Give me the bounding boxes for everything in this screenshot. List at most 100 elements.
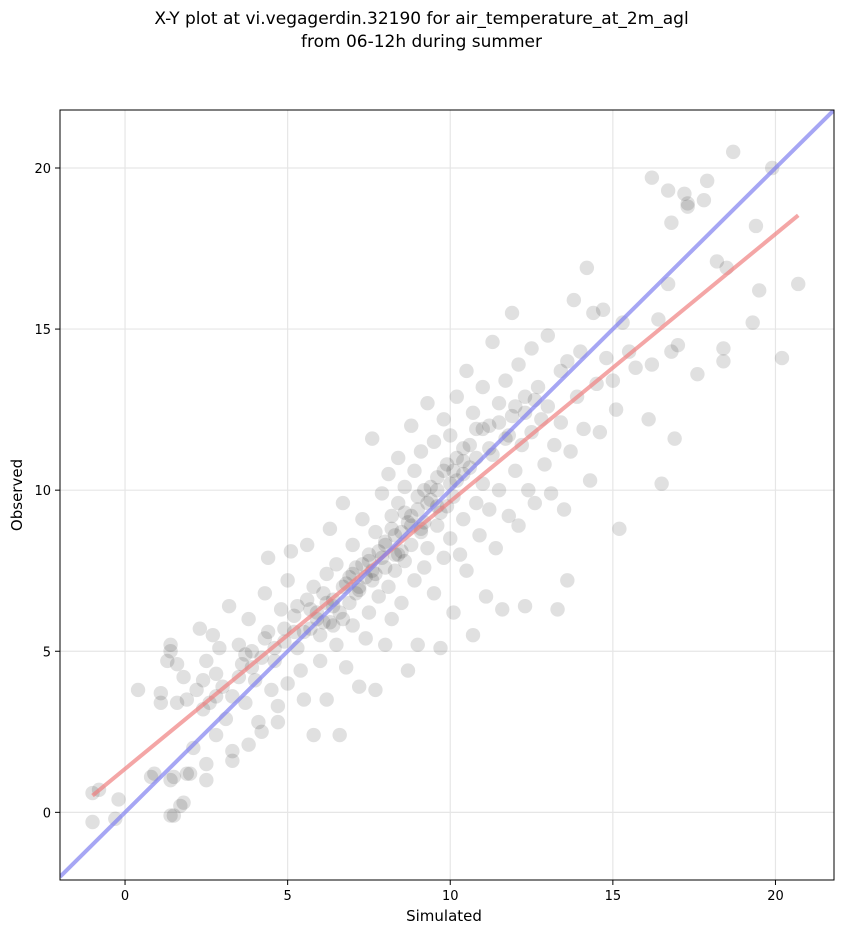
data-point <box>378 560 393 575</box>
data-point <box>404 418 419 433</box>
data-point <box>322 615 338 630</box>
data-point <box>404 537 419 553</box>
data-point <box>208 666 224 682</box>
data-point <box>716 341 731 356</box>
data-point <box>231 637 247 653</box>
data-point <box>407 573 422 588</box>
data-point <box>394 595 409 611</box>
chart-subtitle: from 06-12h during summer <box>301 32 542 52</box>
data-point <box>404 508 419 524</box>
data-point <box>355 511 370 527</box>
data-point <box>247 673 263 688</box>
data-point <box>299 592 315 607</box>
data-point <box>384 521 399 537</box>
data-point <box>696 193 712 208</box>
data-point <box>670 337 686 353</box>
data-point <box>498 431 513 446</box>
data-point <box>426 586 442 601</box>
data-point <box>456 466 471 482</box>
data-point <box>521 482 536 498</box>
data-point <box>241 737 256 752</box>
data-point <box>169 656 185 672</box>
y-tick-label: 10 <box>34 484 51 499</box>
data-point <box>199 653 214 669</box>
x-axis-label: Simulated <box>406 907 482 925</box>
data-point <box>599 350 614 366</box>
data-point <box>540 399 556 414</box>
data-point <box>410 489 425 504</box>
data-point <box>482 502 497 517</box>
data-point <box>192 621 208 636</box>
data-point <box>566 292 582 308</box>
data-point <box>680 199 695 214</box>
data-point <box>391 547 406 562</box>
data-point <box>251 714 266 730</box>
data-point <box>186 740 201 756</box>
data-point <box>166 769 182 785</box>
data-point <box>644 357 660 372</box>
data-point <box>475 421 490 437</box>
data-point <box>426 434 442 450</box>
data-point <box>430 518 445 533</box>
data-point <box>436 463 451 479</box>
data-point <box>791 276 806 292</box>
data-point <box>439 457 455 472</box>
data-point <box>491 395 507 411</box>
data-point <box>725 144 741 160</box>
data-point <box>690 366 705 382</box>
data-point <box>368 682 383 698</box>
data-point <box>286 608 302 624</box>
data-point <box>449 473 464 488</box>
data-point <box>540 328 556 343</box>
data-point <box>608 402 624 417</box>
data-point <box>511 357 526 372</box>
data-point <box>160 653 175 669</box>
data-point <box>547 437 562 453</box>
data-point <box>322 521 338 537</box>
chart-title: X-Y plot at vi.vegagerdin.32190 for air_… <box>154 9 689 29</box>
data-point <box>254 724 269 739</box>
data-point <box>498 373 513 388</box>
data-point <box>199 756 214 772</box>
data-point <box>319 692 334 707</box>
data-point <box>433 640 448 656</box>
data-point <box>374 486 390 501</box>
data-point <box>482 441 497 456</box>
data-point <box>579 260 595 276</box>
data-point <box>527 495 543 511</box>
data-point <box>335 611 351 627</box>
data-point <box>699 173 715 189</box>
data-point <box>397 553 412 569</box>
data-point <box>654 476 669 491</box>
data-point <box>365 431 380 446</box>
data-point <box>163 772 178 788</box>
data-point <box>413 444 429 459</box>
data-point <box>296 624 312 640</box>
data-point <box>351 679 367 694</box>
data-point <box>381 466 396 482</box>
data-point <box>501 508 516 524</box>
data-point <box>459 363 474 379</box>
data-point <box>504 408 520 424</box>
data-point <box>530 379 546 395</box>
data-point <box>378 637 393 653</box>
data-point <box>651 312 666 327</box>
data-point <box>312 627 328 643</box>
data-point <box>387 563 403 578</box>
data-point <box>169 695 185 711</box>
data-point <box>277 634 292 649</box>
x-tick-label: 20 <box>767 889 784 904</box>
data-point <box>368 524 383 540</box>
data-point <box>332 605 347 620</box>
data-point <box>430 482 445 498</box>
data-point <box>628 360 643 375</box>
data-point <box>225 753 240 768</box>
data-point <box>260 624 276 640</box>
data-point <box>420 540 435 556</box>
data-point <box>329 637 344 653</box>
y-axis-label: Observed <box>8 459 26 531</box>
data-point <box>501 428 516 443</box>
data-point <box>495 602 510 617</box>
data-point <box>660 183 676 198</box>
data-point <box>446 463 461 479</box>
